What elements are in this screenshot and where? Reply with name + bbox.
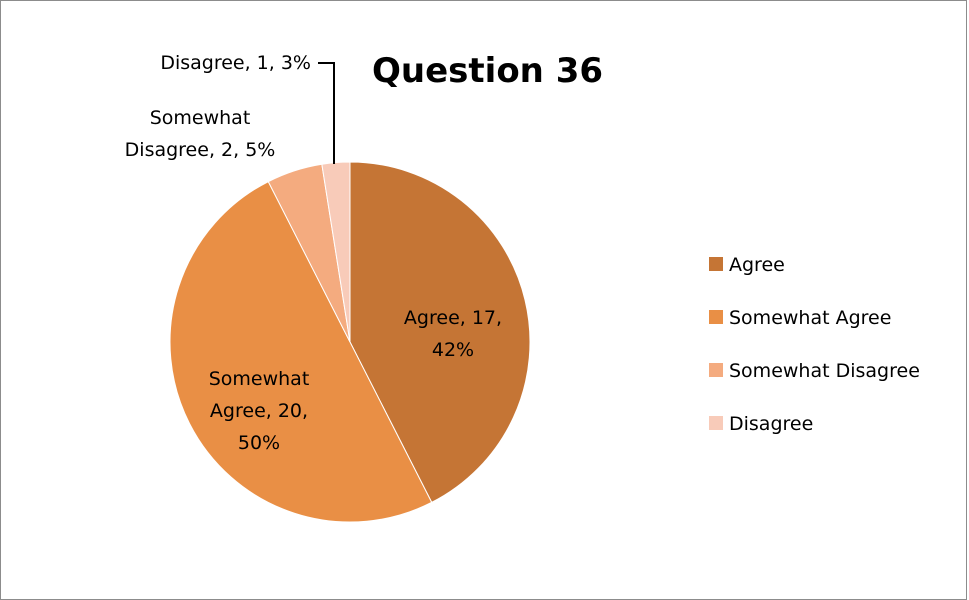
pie-slice-disagree bbox=[321, 161, 351, 343]
legend: Agree Somewhat Agree Somewhat Disagree Disa… bbox=[709, 254, 920, 435]
pie-slice-somewhat-agree bbox=[169, 180, 433, 523]
legend-swatch-agree bbox=[709, 257, 723, 271]
legend-label-disagree: Disagree bbox=[729, 413, 813, 435]
pie-chart: Question 36 Agree, 17, 42% Somewhat Agree, … bbox=[125, 51, 920, 523]
data-labels: Agree, 17, 42% Somewhat Agree, 20, 50% Somewh… bbox=[125, 52, 502, 454]
legend-swatch-somewhat-disagree bbox=[709, 363, 723, 377]
legend-swatch-somewhat-agree bbox=[709, 310, 723, 324]
legend-label-agree: Agree bbox=[729, 254, 785, 276]
legend-label-somewhat-agree: Somewhat Agree bbox=[729, 307, 891, 329]
data-label-agree: Agree, 17, 42% bbox=[404, 307, 502, 361]
data-label-disagree: Disagree, 1, 3% bbox=[160, 52, 311, 74]
data-label-somewhat-agree: Somewhat Agree, 20, 50% bbox=[209, 368, 310, 454]
pie-slices bbox=[169, 161, 531, 523]
pie-slice-agree bbox=[349, 161, 531, 504]
leader-lines bbox=[318, 62, 335, 164]
data-label-somewhat-disagree: Somewhat Disagree, 2, 5% bbox=[125, 107, 276, 161]
leader-line-disagree bbox=[318, 62, 335, 164]
chart-title: Question 36 bbox=[372, 51, 603, 91]
legend-label-somewhat-disagree: Somewhat Disagree bbox=[729, 360, 920, 382]
legend-swatch-disagree bbox=[709, 416, 723, 430]
